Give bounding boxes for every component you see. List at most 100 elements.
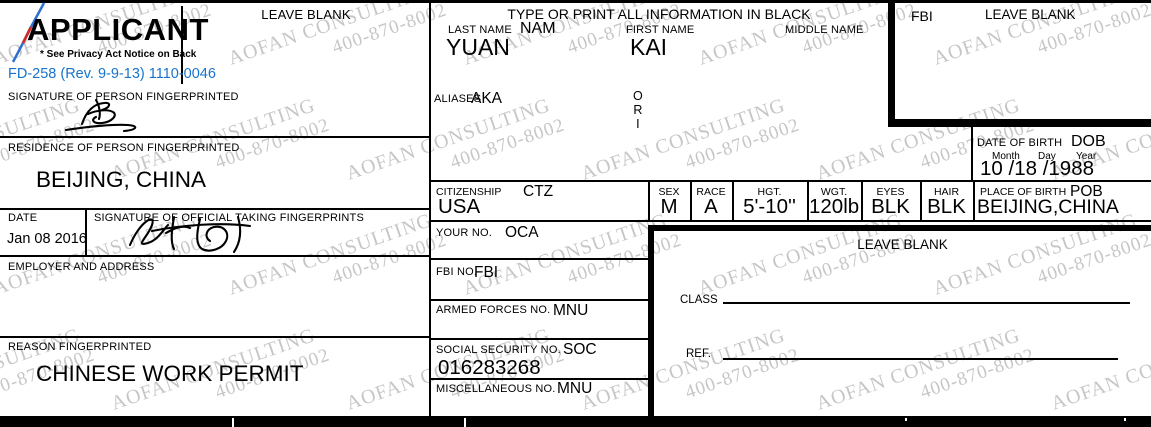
ssn-code: SOC: [563, 341, 597, 358]
leave-blank-box-title: LEAVE BLANK: [857, 237, 948, 252]
last-name-code: NAM: [520, 20, 556, 37]
first-name-value: KAI: [630, 34, 668, 60]
hair-label: HAIR: [933, 186, 960, 198]
ssn-value: 016283268: [438, 356, 541, 379]
reason-value: CHINESE WORK PERMIT: [36, 361, 304, 386]
pob-label: PLACE OF BIRTH: [980, 186, 1067, 198]
citizenship-value: USA: [438, 195, 481, 218]
descriptor-row-bottom-rule: [430, 220, 1151, 222]
official-signature: [128, 215, 252, 254]
fbi-no-label: FBI NO.: [436, 266, 478, 278]
left-column-divider: [429, 0, 431, 417]
ori-label: O R I: [633, 89, 643, 131]
race-value: A: [704, 195, 718, 218]
cell-divider-wgt: [807, 181, 809, 221]
height-value: 5'-10'': [743, 195, 796, 218]
middle-name-label: MIDDLE NAME: [785, 24, 864, 36]
leave-blank-top-right-label: LEAVE BLANK: [985, 7, 1076, 22]
residence-label: RESIDENCE OF PERSON FINGERPRINTED: [8, 142, 240, 154]
aliases-code: AKA: [471, 90, 503, 107]
dob-label: DATE OF BIRTH: [977, 137, 1063, 149]
fbi-code-label: FBI: [911, 8, 933, 24]
race-label: RACE: [696, 186, 726, 198]
top-border: [0, 0, 1151, 3]
signature-person-label: SIGNATURE OF PERSON FINGERPRINTED: [8, 91, 239, 103]
ssn-label: SOCIAL SECURITY NO.: [436, 344, 561, 356]
bottom-bar-tick: [232, 418, 234, 427]
reason-label: REASON FINGERPRINTED: [8, 341, 152, 353]
employer-top-rule: [0, 255, 430, 257]
armed-forces-code: MNU: [553, 302, 589, 319]
fbi-box-bottom-border: [888, 119, 1151, 127]
sex-label: SEX: [658, 186, 680, 198]
bottom-bar-tick: [464, 418, 466, 427]
ori-letter: O: [633, 89, 643, 103]
citizenship-code: CTZ: [523, 183, 554, 200]
citizenship-label: CITIZENSHIP: [436, 186, 502, 198]
privacy-note: * See Privacy Act Notice on Back: [40, 49, 197, 60]
weight-value: 120lb: [809, 195, 860, 218]
dob-year-label: Year: [1076, 151, 1097, 162]
date-row-top-rule: [0, 208, 430, 210]
fbi-no-code: FBI: [474, 264, 499, 281]
your-no-label: YOUR NO.: [436, 227, 492, 239]
cell-divider-eyes: [861, 181, 863, 221]
last-name-value: YUAN: [446, 34, 510, 60]
yourno-bottom-rule: [430, 258, 648, 260]
pob-value: BEIJING,CHINA: [977, 196, 1119, 218]
ref-label: REF.: [686, 348, 711, 360]
employer-label: EMPLOYER AND ADDRESS: [8, 261, 155, 273]
cell-divider-hair: [920, 181, 922, 221]
applicant-signature: [64, 98, 137, 133]
last-name-label: LAST NAME: [448, 24, 512, 36]
fbi-box-left-border: [888, 0, 895, 127]
applicant-title: APPLICANT: [27, 12, 209, 47]
date-label: DATE: [8, 212, 38, 224]
pob-code: POB: [1070, 183, 1103, 200]
date-value: Jan 08 2016: [7, 231, 87, 247]
bottom-bar: [0, 416, 1151, 427]
misc-no-code: MNU: [557, 380, 593, 397]
first-name-label: FIRST NAME: [626, 24, 695, 36]
leave-blank-box: LEAVE BLANK CLASS REF.: [648, 225, 1151, 427]
armedforces-bottom-rule: [430, 338, 648, 340]
eyes-value: BLK: [871, 195, 910, 218]
residence-top-rule: [0, 136, 430, 138]
cell-divider-hgt: [732, 181, 734, 221]
hair-value: BLK: [927, 195, 966, 218]
class-label: CLASS: [680, 294, 718, 306]
form-number: FD-258 (Rev. 9-9-13) 1110-0046: [8, 66, 216, 82]
ori-letter: I: [636, 117, 640, 131]
applicant-divider: [181, 6, 183, 84]
dob-value: 10 /18 /1988: [980, 157, 1094, 180]
leave-blank-top-left-label: LEAVE BLANK: [261, 7, 351, 22]
dob-code: DOB: [1071, 133, 1106, 150]
dob-box-left-border: [971, 127, 973, 182]
ssn-bottom-rule: [430, 378, 648, 380]
armed-forces-label: ARMED FORCES NO.: [436, 304, 551, 316]
eyes-label: EYES: [876, 186, 905, 198]
ref-blank-line: [723, 358, 1118, 360]
cell-divider-pob: [973, 181, 975, 221]
date-cell-divider: [85, 208, 87, 257]
misc-no-label: MISCELLANEOUS NO.: [436, 383, 556, 395]
type-print-instruction: TYPE OR PRINT ALL INFORMATION IN BLACK: [507, 6, 811, 22]
your-no-code: OCA: [505, 224, 539, 241]
applicant-pointer-arrow-icon: [11, 2, 46, 63]
height-label: HGT.: [757, 186, 782, 198]
aliases-label: ALIASES: [434, 93, 482, 105]
sex-value: M: [660, 195, 678, 218]
dob-day-label: Day: [1038, 151, 1056, 162]
descriptor-row-top-rule: [430, 180, 1151, 182]
reason-top-rule: [0, 336, 430, 338]
class-blank-line: [723, 302, 1130, 304]
signature-official-label: SIGNATURE OF OFFICIAL TAKING FINGERPRINT…: [94, 212, 364, 224]
dob-month-label: Month: [992, 151, 1020, 162]
fbino-bottom-rule: [430, 299, 648, 301]
cell-divider-race: [690, 181, 692, 221]
cell-divider-sex: [648, 181, 650, 221]
ori-letter: R: [633, 103, 643, 117]
residence-value: BEIJING, CHINA: [36, 167, 207, 192]
weight-label: WGT.: [820, 186, 848, 198]
